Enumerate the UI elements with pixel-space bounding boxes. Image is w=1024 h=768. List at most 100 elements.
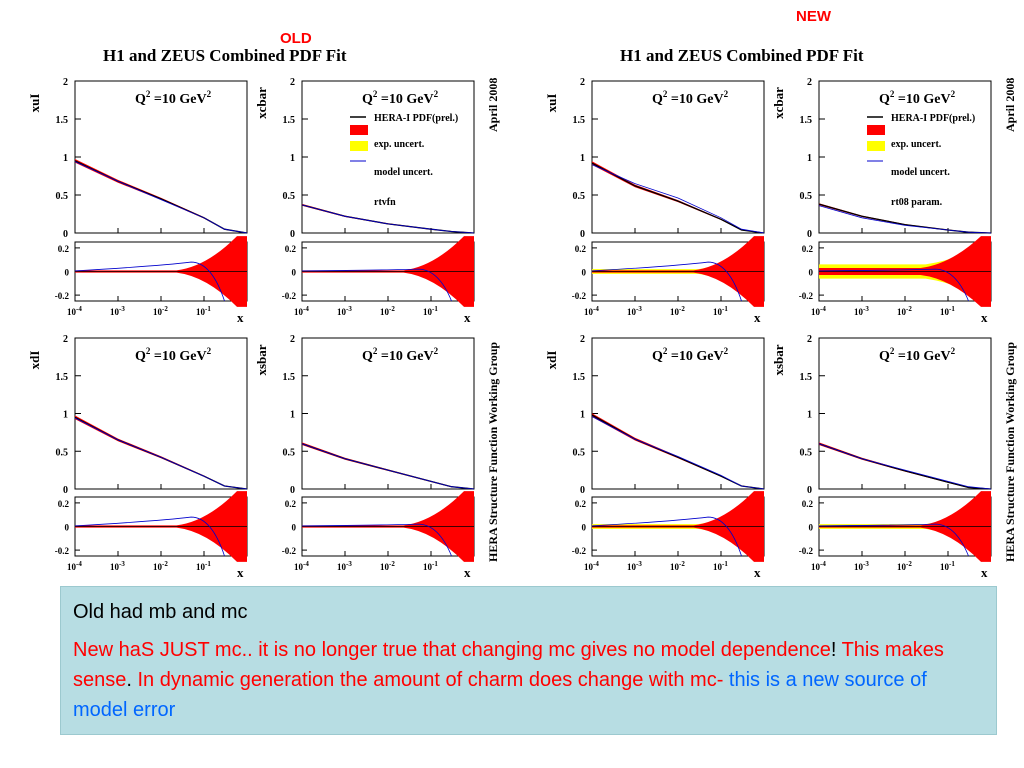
x-tick-exp: -3 [346,305,352,313]
y-tick-label: 0.5 [800,191,813,202]
x-tick-label: 10-3 [337,560,352,572]
note-red-1: New haS JUST mc.. it is no longer true t… [73,639,831,661]
x-tick-exp: -2 [906,560,912,568]
y-tick-label: 2 [290,77,295,88]
note-line-1: Old had mb and mc [73,601,248,623]
legend-model-swatch [350,141,368,151]
x-tick-exp: -1 [432,305,438,313]
y-tick-label: 1.5 [800,115,813,126]
x-axis-label: x [464,565,471,580]
x-axis-label: x [237,565,244,580]
param-curve [818,205,992,234]
x-tick-label: 10-2 [380,560,395,572]
ratio-y-tick-label: 0.2 [575,499,587,509]
y-tick-label: 2 [807,77,812,88]
legend-label: exp. uncert. [891,139,942,150]
x-tick-label: 10-3 [854,560,869,572]
y-tick-label: 1 [807,153,812,164]
y-tick-label: 0 [580,229,585,240]
note-black-2: . [126,669,132,691]
q2-exp: 2 [724,346,729,356]
y-tick-label: 0 [807,229,812,240]
x-tick-exp: -3 [119,305,125,313]
legend-label: model uncert. [374,167,433,178]
x-tick-exp: -4 [303,305,309,313]
y-axis-label: xcbar [771,87,786,119]
ratio-y-tick-label: -0.2 [282,291,297,301]
ratio-y-tick-label: -0.2 [799,546,814,556]
q2-label: Q2 =10 GeV2 [362,89,439,107]
q2-label: Q2 =10 GeV2 [135,346,212,364]
q2-label: Q2 =10 GeV2 [135,89,212,107]
q2-rest: =10 GeV [894,92,950,107]
q2-rest: =10 GeV [377,349,433,364]
y-tick-label: 1 [807,410,812,421]
y-axis-label: xdI [544,351,559,370]
pdf-panel-old-xsbar: 0 0.5 1 1.5 2 0.2 0 -0.2 10-4 10-3 10-2 10-1 x xsbar Q… [254,334,475,580]
ratio-param-curve [74,516,225,557]
x-tick-label: 10-3 [627,305,642,317]
x-tick-label: 10-3 [854,305,869,317]
ratio-y-tick-label: 0 [292,268,297,278]
ratio-y-tick-label: 0.2 [285,244,297,254]
y-tick-label: 0.5 [573,191,586,202]
ratio-param-curve [591,261,742,302]
q2-rest: =10 GeV [894,349,950,364]
x-tick-exp: -2 [389,305,395,313]
ratio-y-tick-label: -0.2 [282,546,297,556]
q2-rest: =10 GeV [150,92,206,107]
new-label: NEW [796,8,831,25]
ratio-y-tick-label: -0.2 [572,546,587,556]
ratio-y-tick-label: 0 [65,268,70,278]
x-tick-exp: -1 [205,305,211,313]
note-red-2: This makes sense [73,639,944,691]
x-tick-label: 10-2 [380,305,395,317]
x-tick-exp: -2 [906,305,912,313]
y-tick-label: 1.5 [800,372,813,383]
y-tick-label: 1 [63,410,68,421]
x-axis-label: x [464,310,471,325]
y-axis-label: xuI [544,94,559,113]
legend-label: exp. uncert. [374,139,425,150]
y-axis-label: xsbar [771,344,786,375]
ratio-y-tick-label: 0 [809,523,814,533]
legend-label: rtvfn [374,197,396,208]
y-tick-label: 2 [63,77,68,88]
param-curve [74,417,248,490]
ratio-y-tick-label: 0 [292,523,297,533]
x-tick-label: 10-1 [196,560,211,572]
x-tick-label: 10-3 [110,560,125,572]
main-frame [301,337,475,490]
y-tick-label: 0 [290,485,295,496]
y-axis-label: xcbar [254,87,269,119]
param-curve [74,161,248,234]
x-tick-exp: -1 [949,305,955,313]
y-tick-label: 0.5 [573,447,586,458]
ratio-y-tick-label: -0.2 [55,291,70,301]
q2-label: Q2 =10 GeV2 [362,346,439,364]
y-tick-label: 0 [63,229,68,240]
x-tick-label: 10-1 [940,305,955,317]
x-tick-label: 10-4 [811,560,826,572]
x-tick-exp: -4 [593,560,599,568]
x-tick-label: 10-4 [294,305,309,317]
main-frame [818,337,992,490]
x-tick-label: 10-4 [67,305,82,317]
main-frame [818,80,992,234]
x-tick-exp: -1 [722,560,728,568]
y-tick-label: 0.5 [56,447,69,458]
note-red-3: In dynamic generation the amount of char… [131,669,729,691]
legend-label: HERA-I PDF(prel.) [374,113,458,124]
note-black-1: ! [830,639,837,661]
y-tick-label: 1 [580,153,585,164]
main-frame [74,80,248,234]
x-tick-label: 10-1 [713,305,728,317]
y-tick-label: 1.5 [283,372,296,383]
ratio-y-tick-label: 0.2 [285,499,297,509]
y-axis-label: xsbar [254,344,269,375]
ratio-y-tick-label: 0.2 [575,244,587,254]
q2-exp: 2 [663,346,668,356]
y-tick-label: 0.5 [283,447,296,458]
param-curve [591,164,765,234]
